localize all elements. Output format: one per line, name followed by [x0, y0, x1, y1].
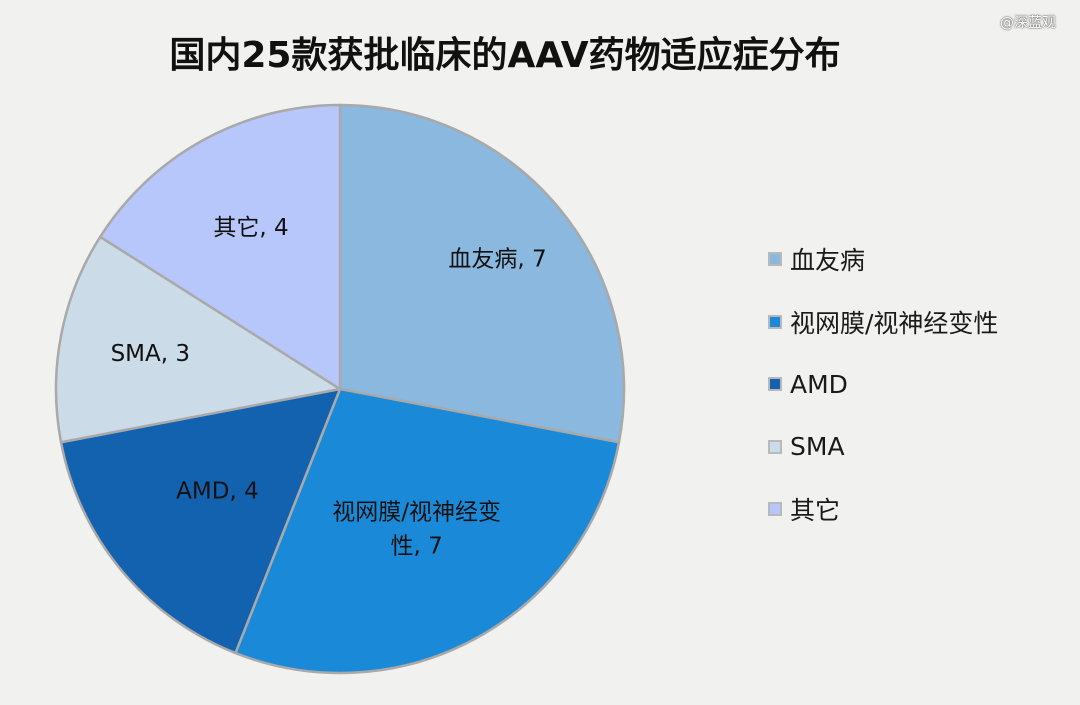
legend-label-hemophilia: 血友病: [790, 246, 866, 275]
pie-slice-retina: [234, 387, 621, 675]
legend-swatch-sma: [768, 439, 782, 454]
slice-label-line: 其它, 4: [213, 215, 288, 241]
slice-label-line: 视网膜/视神经变: [332, 499, 501, 525]
legend-swatch-retina: [768, 314, 782, 329]
slice-label-other: 其它, 4: [213, 215, 288, 241]
legend-label-amd: AMD: [790, 369, 848, 399]
legend-swatch-other: [768, 502, 782, 516]
slice-label-line: AMD, 4: [176, 478, 259, 504]
legend-swatch-amd: [768, 377, 782, 391]
legend-label-retina: 视网膜/视神经变性: [790, 308, 999, 338]
pie-slice-amd: [59, 387, 342, 655]
legend-item-other: 其它: [768, 488, 998, 530]
legend-item-amd: AMD: [768, 363, 998, 405]
slice-label-retina: 视网膜/视神经变性, 7: [332, 499, 501, 559]
slice-label-line: SMA, 3: [111, 341, 190, 367]
legend-item-sma: SMA: [768, 426, 998, 468]
legend: 血友病 视网膜/视神经变性 AMD SMA 其它: [768, 238, 998, 551]
pie-slice-sma: [54, 235, 342, 444]
legend-swatch-hemophilia: [768, 252, 782, 266]
pie-labels: 血友病, 7 视网膜/视神经变性, 7 AMD, 4 SMA, 3 其它, 4: [111, 215, 547, 559]
legend-label-other: 其它: [790, 496, 841, 525]
slice-label-line: 血友病, 7: [448, 247, 546, 273]
chart-title: 国内25款获批临床的AAV药物适应症分布: [169, 35, 841, 76]
slice-label-hemophilia: 血友病, 7: [448, 247, 546, 273]
pie-slice-other: [98, 103, 342, 391]
slice-label-line: 性, 7: [390, 533, 442, 559]
pie-slices: [54, 103, 626, 675]
legend-label-sma: SMA: [790, 432, 845, 461]
watermark: @深蓝观: [1000, 15, 1056, 31]
legend-item-retina: 视网膜/视神经变性: [768, 301, 998, 343]
pie-slice-hemophilia: [338, 103, 626, 444]
slice-label-sma: SMA, 3: [111, 341, 190, 367]
slice-label-amd: AMD, 4: [176, 478, 259, 504]
legend-item-hemophilia: 血友病: [768, 238, 998, 280]
